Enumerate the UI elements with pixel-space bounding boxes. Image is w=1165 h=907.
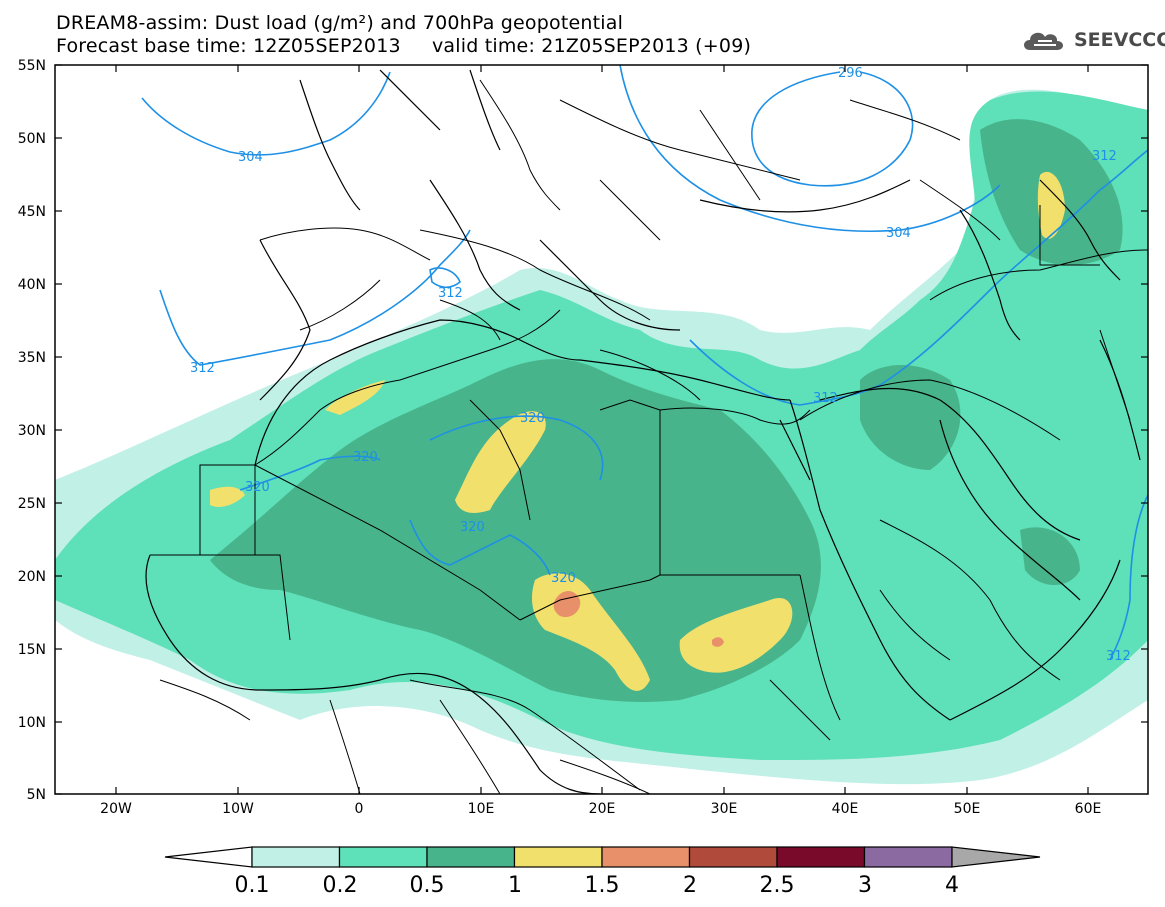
lat-label: 30N — [18, 423, 46, 439]
lat-label: 5N — [27, 787, 46, 803]
dust-region-1.5 — [553, 591, 724, 647]
colorbar-tick-label: 4 — [945, 873, 959, 898]
colorbar-max-arrow — [951, 846, 1041, 868]
contour-296 — [751, 71, 914, 187]
colorbar-tick-label: 0.1 — [235, 873, 270, 898]
dust-region-0.5 — [210, 119, 1123, 702]
lon-label: 10W — [222, 801, 254, 817]
lon-axis: 20W 10W 0 10E 20E 30E 40E 50E 60E — [100, 65, 1101, 817]
colorbar-tick-label: 2.5 — [760, 873, 795, 898]
colorbar-tick-label: 0.5 — [410, 873, 445, 898]
colorbar-tick-label: 3 — [858, 873, 872, 898]
dust-field — [55, 89, 1148, 785]
contour-label: 312 — [1106, 649, 1131, 664]
lat-label: 35N — [18, 350, 46, 366]
lat-label: 45N — [18, 204, 46, 220]
contour-304-west — [141, 71, 391, 156]
colorbar: 0.1 0.2 0.5 1 1.5 2 2.5 3 4 — [164, 846, 1041, 898]
borders — [150, 79, 1148, 794]
colorbar-cell — [338, 846, 428, 868]
lat-label: 50N — [18, 131, 46, 147]
colorbar-cell — [251, 846, 341, 868]
contour-320-center — [409, 519, 551, 576]
contour-label: 312 — [813, 391, 838, 406]
colorbar-tick-label: 2 — [683, 873, 697, 898]
contour-label: 320 — [460, 520, 485, 535]
contour-312-west — [159, 229, 471, 366]
lat-label: 10N — [18, 715, 46, 731]
contour-label: 312 — [1092, 149, 1117, 164]
lon-label: 10E — [468, 801, 495, 817]
contour-label: 296 — [838, 66, 863, 81]
lat-label: 55N — [18, 58, 46, 74]
colorbar-cell — [863, 846, 953, 868]
contour-label: 312 — [190, 361, 215, 376]
coastlines — [145, 69, 1141, 794]
contour-304-east — [619, 65, 1001, 233]
forecast-time-line: Forecast base time: 12Z05SEP2013 valid t… — [56, 35, 752, 57]
contour-label: 320 — [520, 411, 545, 426]
geopotential-contours — [141, 65, 1148, 661]
contour-312-east — [689, 149, 1148, 406]
colorbar-cell — [688, 846, 778, 868]
colorbar-tick-label: 1.5 — [585, 873, 620, 898]
lat-label: 15N — [18, 642, 46, 658]
contour-320-north — [429, 415, 604, 481]
contour-label: 304 — [238, 150, 263, 165]
cloud-icon — [1024, 32, 1063, 50]
lon-label: 50E — [954, 801, 981, 817]
contour-label: 320 — [245, 480, 270, 495]
colorbar-cell — [426, 846, 516, 868]
colorbar-tick-label: 1 — [508, 873, 522, 898]
contour-label-group: 296 304 304 312 312 312 320 320 320 320 … — [190, 66, 1131, 664]
logo-text: SEEVCCC — [1074, 29, 1165, 51]
colorbar-cell — [601, 846, 691, 868]
colorbar-tick-label: 0.2 — [323, 873, 358, 898]
contour-label: 312 — [438, 286, 463, 301]
lon-label: 60E — [1075, 801, 1102, 817]
colorbar-min-arrow — [164, 846, 253, 868]
seevccc-logo: SEEVCCC — [1020, 26, 1165, 54]
contour-label: 320 — [551, 571, 576, 586]
lon-label: 40E — [832, 801, 859, 817]
lon-label: 20E — [589, 801, 616, 817]
map-title: DREAM8-assim: Dust load (g/m²) and 700hP… — [56, 12, 624, 34]
contour-312-small — [429, 267, 461, 289]
lat-label: 25N — [18, 496, 46, 512]
lon-label: 0 — [355, 801, 364, 817]
lat-label: 20N — [18, 569, 46, 585]
colorbar-cell — [776, 846, 866, 868]
colorbar-cell — [513, 846, 603, 868]
lon-label: 30E — [711, 801, 738, 817]
contour-label: 304 — [886, 226, 911, 241]
lat-axis: 55N 50N 45N 40N 35N 30N 25N 20N 15N 10N … — [18, 58, 1148, 803]
contour-312-se — [1109, 494, 1148, 661]
contour-320-west — [239, 455, 381, 491]
lat-label: 40N — [18, 277, 46, 293]
contour-label: 320 — [353, 450, 378, 465]
lon-label: 20W — [100, 801, 132, 817]
